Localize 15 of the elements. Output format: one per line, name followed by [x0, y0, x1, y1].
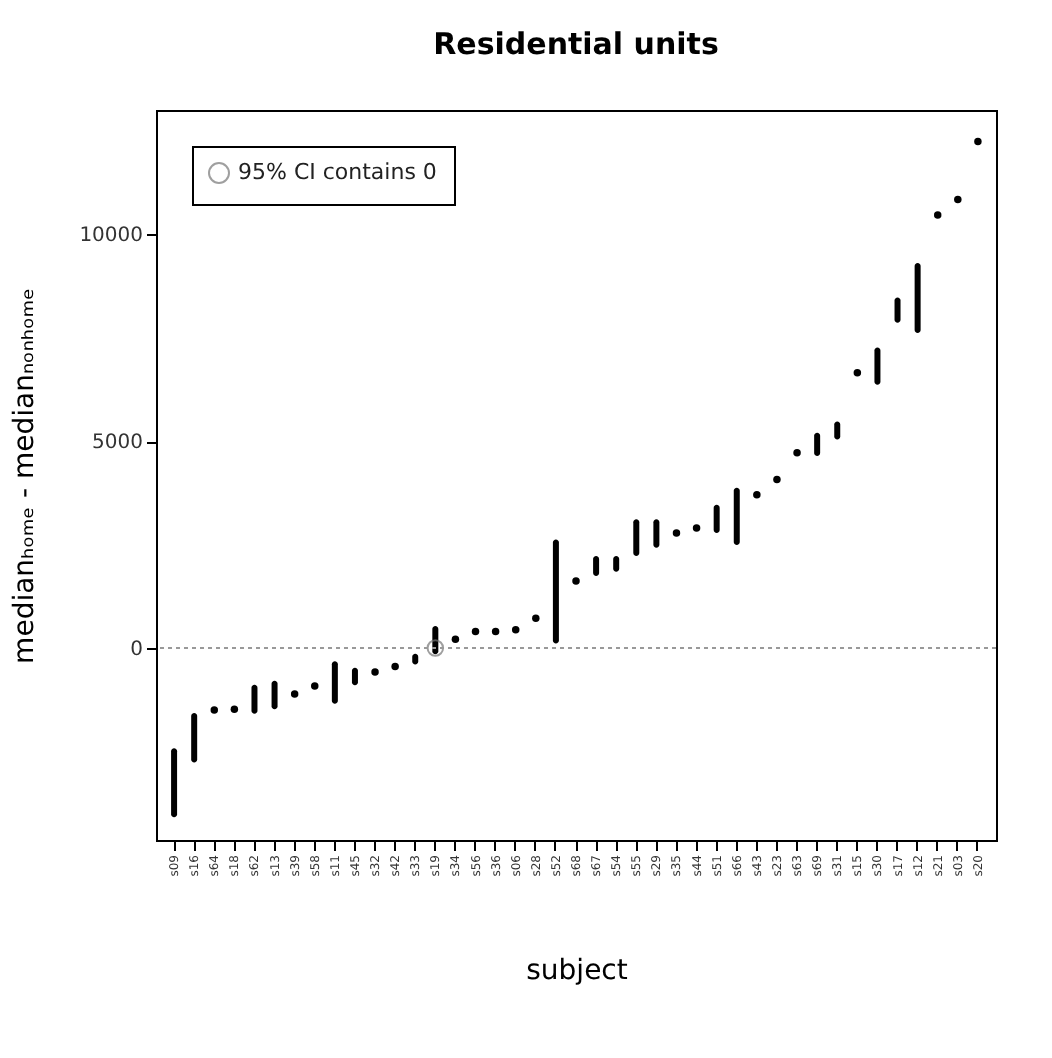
- bar: [914, 263, 921, 334]
- chart-title: Residential units: [433, 26, 719, 62]
- bar: [633, 519, 640, 557]
- bar: [733, 487, 740, 545]
- bar: [331, 661, 338, 704]
- y-axis-title: medianₕₒₘₑ - medianₙₒₙₕₒₘₑ: [9, 288, 42, 664]
- bar: [552, 539, 559, 644]
- x-axis-title: subject: [526, 954, 629, 987]
- y-tick-label: 10000: [79, 225, 143, 248]
- bar: [874, 347, 881, 385]
- legend-label: 95% CI contains 0: [238, 159, 437, 185]
- bar: [191, 712, 198, 763]
- bar: [171, 748, 178, 818]
- y-tick-label: 0: [130, 638, 143, 661]
- y-tick-label: 5000: [92, 432, 143, 455]
